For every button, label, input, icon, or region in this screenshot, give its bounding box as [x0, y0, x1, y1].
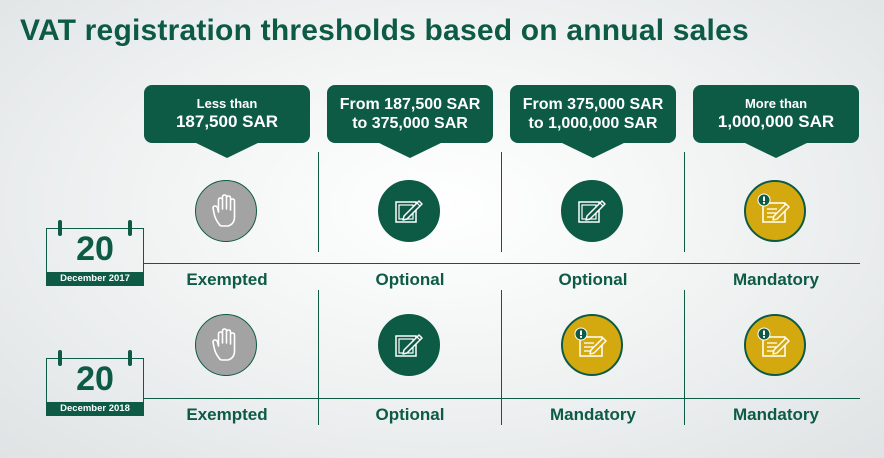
threshold-header-2: From 187,500 SAR to 375,000 SAR	[327, 85, 493, 158]
threshold-header-line2: 1,000,000 SAR	[717, 111, 835, 131]
status-label: Optional	[375, 270, 445, 289]
threshold-header-1: Less than 187,500 SAR	[144, 85, 310, 158]
column-divider	[684, 152, 685, 252]
column-divider	[318, 152, 319, 252]
mandatory-status-icon	[744, 314, 806, 376]
threshold-header-line1: From 187,500 SAR	[339, 95, 481, 113]
document-alert-icon	[755, 325, 795, 365]
document-alert-icon	[572, 325, 612, 365]
mandatory-status-icon	[744, 180, 806, 242]
page-title: VAT registration thresholds based on ann…	[20, 14, 749, 47]
threshold-header-line1: From 375,000 SAR	[522, 95, 664, 113]
status-label: Mandatory	[733, 405, 819, 424]
threshold-header-line1: More than	[744, 96, 808, 111]
threshold-header-line2: to 375,000 SAR	[352, 115, 468, 132]
raised-hand-icon	[206, 191, 246, 231]
status-label: Mandatory	[550, 405, 636, 424]
status-label: Exempted	[186, 270, 268, 289]
pen-on-paper-icon	[572, 191, 612, 231]
row-line-2018	[144, 398, 860, 399]
status-label: Optional	[558, 270, 628, 289]
row-line-2017	[144, 263, 860, 264]
document-alert-icon	[755, 191, 795, 231]
threshold-header-3: From 375,000 SAR to 1,000,000 SAR	[510, 85, 676, 158]
threshold-header-line2: 187,500 SAR	[175, 111, 279, 131]
calendar-ring	[58, 350, 62, 366]
optional-status-icon	[378, 180, 440, 242]
calendar-ring	[128, 350, 132, 366]
calendar-day: 20	[76, 360, 114, 398]
threshold-header-line1: Less than	[196, 96, 258, 111]
exempted-status-icon	[195, 314, 257, 376]
status-label: Mandatory	[733, 270, 819, 289]
status-label: Exempted	[186, 405, 268, 424]
optional-status-icon	[561, 180, 623, 242]
column-divider	[501, 152, 502, 252]
column-divider	[684, 290, 685, 425]
pen-on-paper-icon	[389, 325, 429, 365]
calendar-ring	[128, 220, 132, 236]
calendar-day: 20	[76, 230, 114, 268]
threshold-header-line2: to 1,000,000 SAR	[528, 115, 658, 132]
column-divider	[501, 290, 502, 425]
raised-hand-icon	[206, 325, 246, 365]
column-divider	[318, 290, 319, 425]
mandatory-status-icon	[561, 314, 623, 376]
exempted-status-icon	[195, 180, 257, 242]
calendar-2017: 20 December 2017	[46, 220, 144, 286]
calendar-ring	[58, 220, 62, 236]
calendar-month: December 2018	[46, 402, 144, 416]
status-label: Optional	[375, 405, 445, 424]
threshold-header-4: More than 1,000,000 SAR	[693, 85, 859, 158]
optional-status-icon	[378, 314, 440, 376]
pen-on-paper-icon	[389, 191, 429, 231]
calendar-2018: 20 December 2018	[46, 350, 144, 416]
calendar-month: December 2017	[46, 272, 144, 286]
